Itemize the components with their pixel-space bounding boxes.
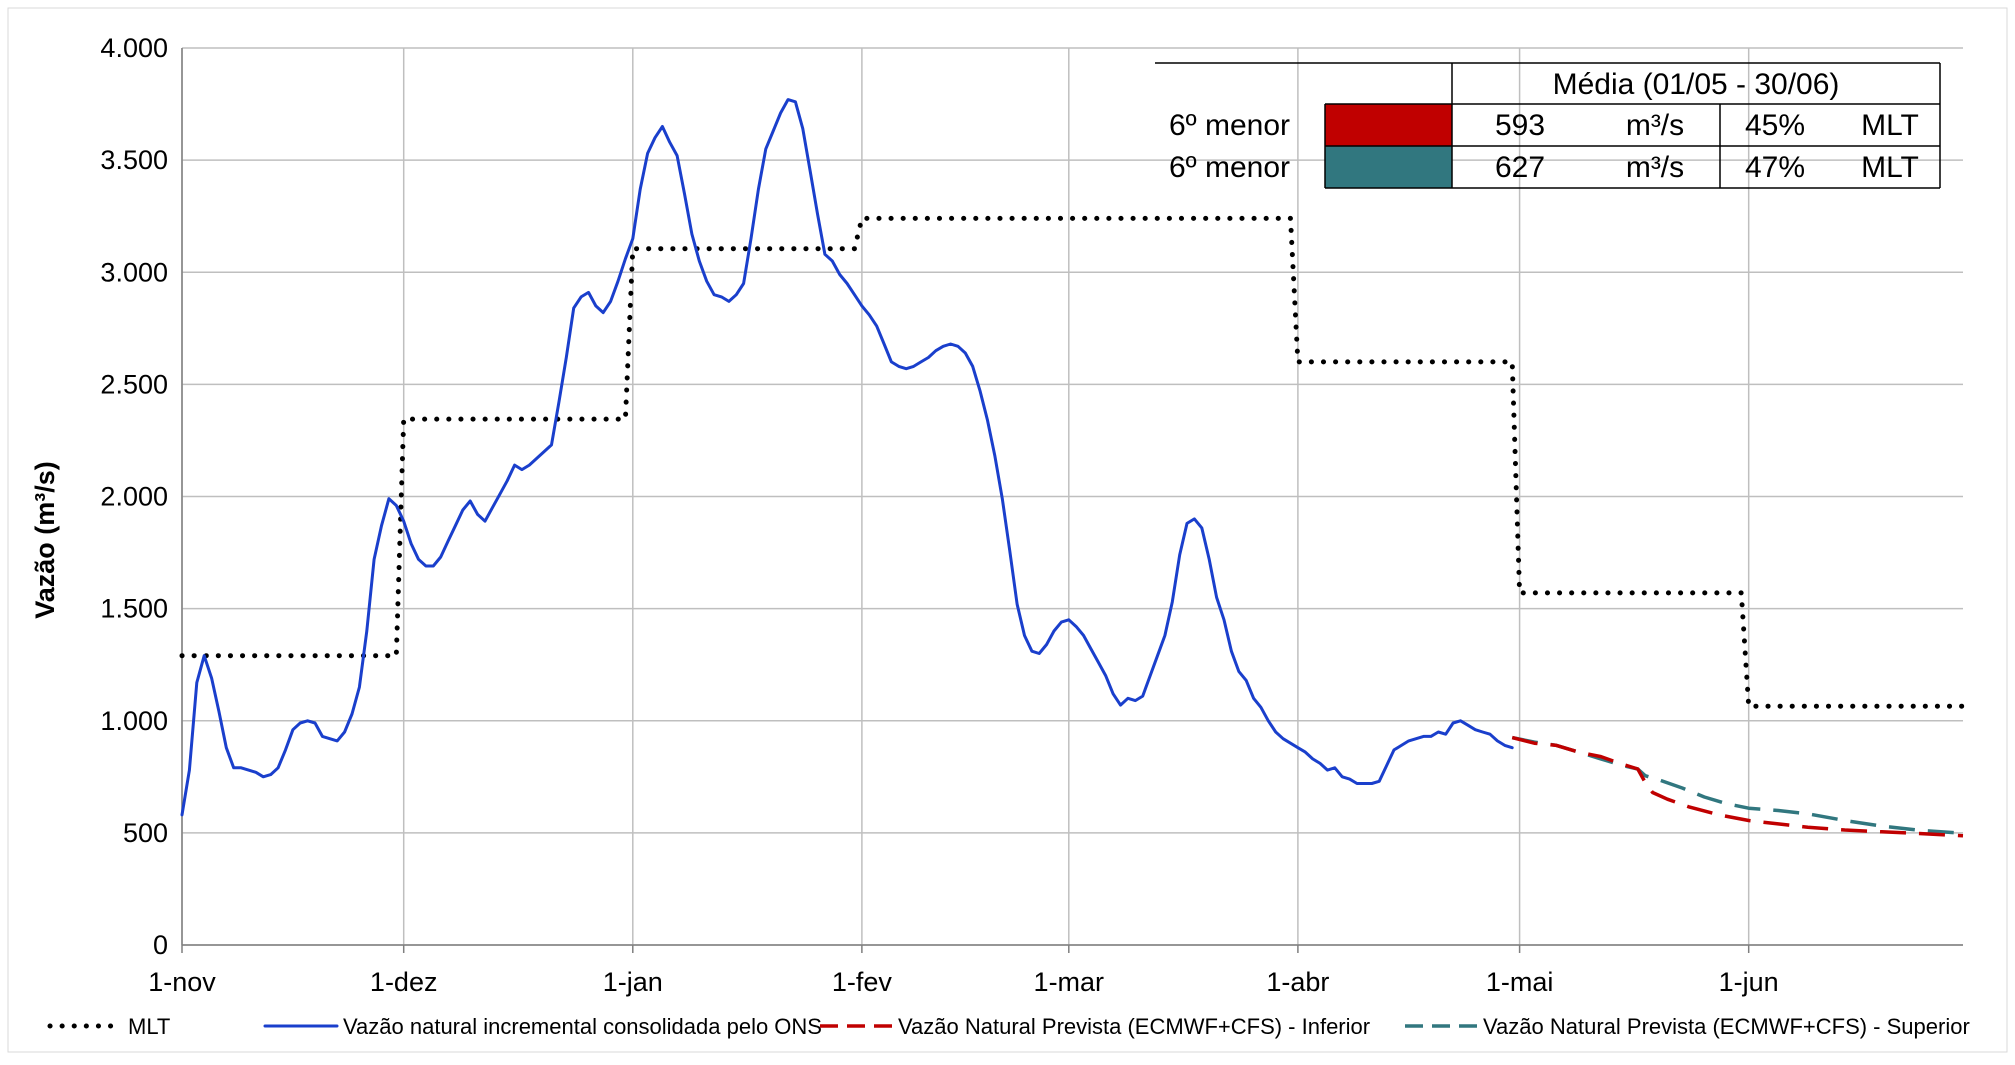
- legend-label-2: Vazão Natural Prevista (ECMWF+CFS) - Inf…: [898, 1014, 1370, 1039]
- y-tick-label: 2.000: [100, 482, 168, 512]
- table-swatch-superior: [1325, 146, 1452, 188]
- y-tick-label: 2.500: [100, 369, 168, 399]
- table-row-label: 6º menor: [1169, 151, 1290, 184]
- legend: MLT Vazão natural incremental consolidada…: [47, 1014, 1970, 1039]
- x-tick-label: 1-mai: [1486, 967, 1554, 997]
- y-tick-label: 1.000: [100, 706, 168, 736]
- x-tick-label: 1-fev: [832, 967, 893, 997]
- table-row-unit: m³/s: [1626, 151, 1684, 184]
- legend-label-0: MLT: [128, 1014, 170, 1039]
- series-line-2: [1511, 735, 1964, 838]
- table-row-percent: 47%: [1745, 151, 1805, 184]
- x-tick-label: 1-mar: [1034, 967, 1105, 997]
- table-row-ref: MLT: [1861, 151, 1919, 184]
- table-swatch-inferior: [1325, 104, 1452, 146]
- y-tick-label: 3.500: [100, 145, 168, 175]
- series-lines: [179, 98, 1966, 838]
- table-row-percent: 45%: [1745, 109, 1805, 142]
- table-row-value: 593: [1495, 109, 1545, 142]
- series-line-3: [1511, 735, 1964, 836]
- y-tick-label: 4.000: [100, 33, 168, 63]
- x-tick-label: 1-dez: [370, 967, 438, 997]
- x-tick-label: 1-abr: [1266, 967, 1329, 997]
- y-tick-label: 1.500: [100, 594, 168, 624]
- series-line-0: [179, 215, 1966, 709]
- table-row-value: 627: [1495, 151, 1545, 184]
- table-row-ref: MLT: [1861, 109, 1919, 142]
- legend-label-3: Vazão Natural Prevista (ECMWF+CFS) - Sup…: [1483, 1014, 1970, 1039]
- table-row-label: 6º menor: [1169, 109, 1290, 142]
- legend-label-1: Vazão natural incremental consolidada pe…: [343, 1014, 822, 1039]
- series-line-1: [180, 98, 1514, 817]
- axes: 0 500 1.000 1.500 2.000 2.500 3.000 3.500 4.000 1…: [100, 33, 1963, 997]
- y-tick-label: 500: [123, 818, 168, 848]
- x-tick-label: 1-jan: [603, 967, 663, 997]
- table-header: Média (01/05 - 30/06): [1553, 68, 1840, 101]
- x-tick-label: 1-nov: [148, 967, 216, 997]
- summary-table: Média (01/05 - 30/06) 6º menor 593 m³/s 45% M…: [1155, 62, 1941, 189]
- y-axis-label: Vazão (m³/s): [30, 461, 60, 619]
- table-row-unit: m³/s: [1626, 109, 1684, 142]
- chart-border: [7, 7, 2008, 1053]
- y-tick-label: 3.000: [100, 257, 168, 287]
- x-tick-label: 1-jun: [1719, 967, 1779, 997]
- y-tick-label: 0: [153, 930, 168, 960]
